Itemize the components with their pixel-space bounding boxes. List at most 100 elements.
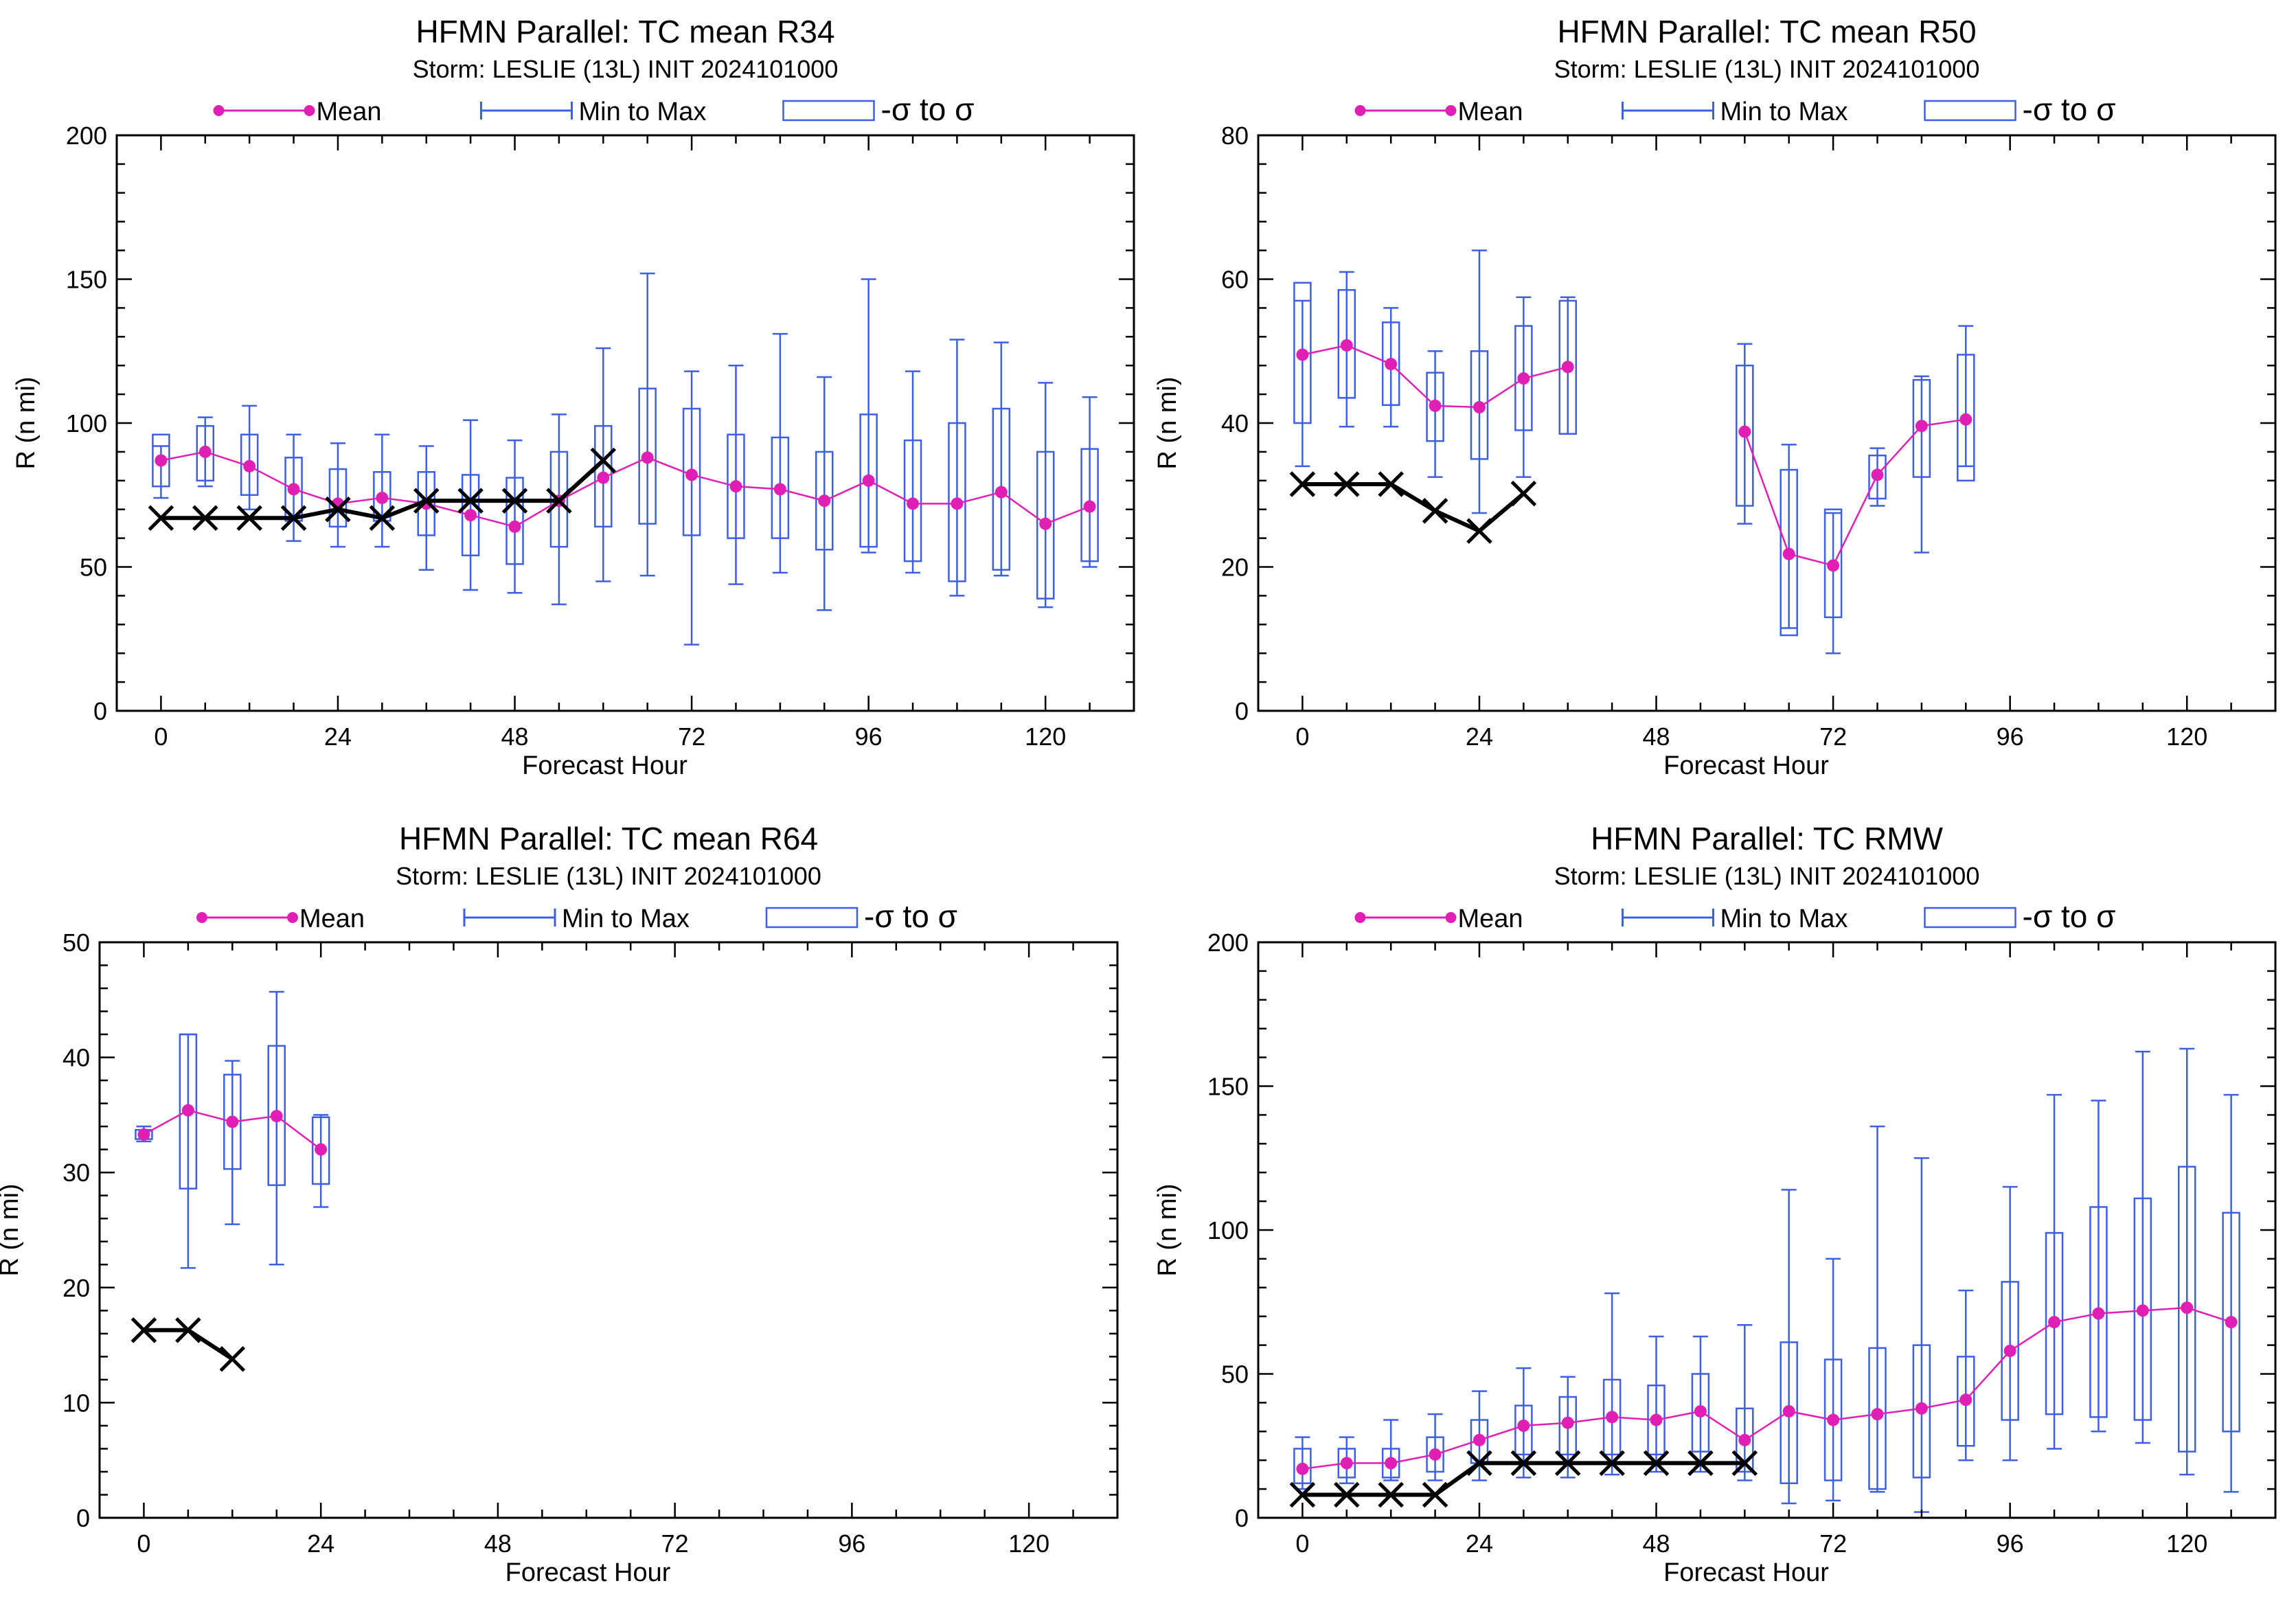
y-tick-label: 100 — [1207, 1216, 1249, 1244]
mean-point — [287, 483, 300, 496]
sigma-box — [1514, 325, 1533, 431]
sigma-box — [2222, 1211, 2240, 1433]
x-tick-label: 24 — [324, 722, 352, 751]
plot-frame — [1257, 134, 2277, 712]
best-track-marker — [1510, 1450, 1537, 1477]
best-track-x — [369, 505, 396, 532]
sigma-box — [1293, 1448, 1312, 1484]
y-tick-label: 0 — [1235, 697, 1249, 725]
mean-point — [1296, 1462, 1309, 1475]
y-tick-label: 50 — [1221, 1361, 1249, 1389]
chart-panel-1: HFMN Parallel: TC mean R34 Storm: LESLIE … — [12, 14, 1135, 780]
best-track-x — [192, 505, 218, 532]
sigma-box — [1514, 1404, 1533, 1456]
sigma-box — [1036, 451, 1055, 600]
chart-panel-2: HFMN Parallel: TC mean R50 Storm: LESLIE … — [1153, 14, 2277, 780]
legend: Mean Min to Max -σ to σ — [1354, 898, 2116, 934]
x-tick-label: 120 — [2166, 722, 2207, 751]
sigma-box — [373, 470, 391, 522]
mean-point — [1473, 1433, 1486, 1446]
mean-point — [2048, 1316, 2061, 1329]
chart-title: HFMN Parallel: TC mean R50 — [1557, 14, 1976, 49]
best-track-x — [1378, 1481, 1404, 1508]
best-track-x — [501, 488, 528, 514]
mean-point — [1782, 1404, 1795, 1418]
best-track-marker — [1334, 1481, 1360, 1508]
mean-point — [1738, 1433, 1751, 1446]
legend: Mean Min to Max -σ to σ — [1354, 91, 2116, 127]
x-tick-label: 48 — [484, 1529, 512, 1558]
chart-subtitle: Storm: LESLIE (13L) INIT 2024101000 — [413, 55, 839, 83]
y-tick-label: 200 — [66, 122, 107, 150]
best-track-x — [236, 505, 262, 532]
mean-point — [641, 451, 654, 464]
sigma-box — [1337, 288, 1356, 399]
x-tick-label: 72 — [678, 722, 705, 751]
best-track-x — [413, 488, 440, 514]
best-track-marker — [1378, 471, 1404, 497]
x-tick-label: 96 — [855, 722, 883, 751]
mean-point — [862, 474, 875, 487]
sigma-box — [992, 407, 1011, 571]
x-tick-label: 120 — [1008, 1529, 1049, 1558]
legend-mean-marker — [196, 912, 207, 923]
y-tick-label: 150 — [1207, 1073, 1249, 1101]
x-axis-label: Forecast Hour — [522, 751, 687, 780]
x-tick-label: 120 — [1025, 722, 1066, 751]
best-track-x — [325, 496, 351, 523]
sigma-box — [2001, 1281, 2019, 1421]
mean-point — [1473, 400, 1486, 413]
sigma-box — [2177, 1165, 2196, 1453]
best-track-x — [1731, 1450, 1758, 1477]
best-track-x — [175, 1317, 201, 1343]
best-track-marker — [219, 1345, 246, 1372]
best-track-x — [546, 488, 572, 514]
legend-sigma-box — [1924, 907, 2016, 929]
best-track-x — [1422, 1481, 1448, 1508]
mean-point — [1782, 547, 1795, 560]
y-tick-label: 50 — [80, 554, 107, 582]
sigma-box — [2133, 1197, 2152, 1421]
chart-panel-4: HFMN Parallel: TC RMW Storm: LESLIE (13L)… — [1153, 821, 2277, 1587]
mean-point — [1429, 1448, 1442, 1461]
y-axis-label: R (n mi) — [1153, 376, 1182, 469]
sigma-box — [311, 1116, 330, 1185]
y-tick-label: 0 — [76, 1504, 90, 1532]
sigma-box — [461, 474, 480, 556]
mean-point — [1340, 1457, 1353, 1470]
legend-sigma-box — [782, 100, 875, 122]
legend-minmax-label: Min to Max — [1720, 98, 1848, 126]
best-track-x — [130, 1317, 157, 1343]
x-tick-label: 48 — [1642, 1529, 1670, 1558]
sigma-box — [1736, 1407, 1754, 1473]
best-track-x — [219, 1345, 246, 1372]
mean-point — [270, 1110, 283, 1123]
sigma-box — [1780, 468, 1798, 637]
sigma-box — [240, 433, 259, 497]
mean-line — [1302, 1306, 2231, 1470]
x-tick-label: 24 — [1466, 1529, 1493, 1558]
best-track-marker — [1334, 471, 1360, 497]
mean-point — [1385, 358, 1398, 371]
mean-point — [1738, 425, 1751, 438]
legend-sigma-box — [1924, 100, 2016, 122]
best-track-marker — [1510, 480, 1537, 507]
legend-sigma-label: -σ to σ — [864, 898, 957, 934]
x-tick-label: 24 — [1466, 722, 1493, 751]
best-track-x — [590, 447, 617, 474]
sigma-box — [267, 1045, 286, 1186]
plot-frame — [98, 941, 1119, 1519]
sigma-box — [903, 439, 922, 562]
best-track-marker — [1466, 1450, 1492, 1477]
legend-mean-marker — [1445, 105, 1457, 116]
legend-sigma-label: -σ to σ — [2023, 898, 2116, 934]
sigma-box — [638, 387, 657, 525]
sigma-box — [1957, 354, 1975, 482]
mean-point — [1915, 1402, 1928, 1415]
legend-minmax-label: Min to Max — [579, 98, 707, 126]
sigma-box — [1558, 299, 1577, 435]
best-track-x — [1599, 1450, 1625, 1477]
mean-point — [243, 459, 256, 473]
